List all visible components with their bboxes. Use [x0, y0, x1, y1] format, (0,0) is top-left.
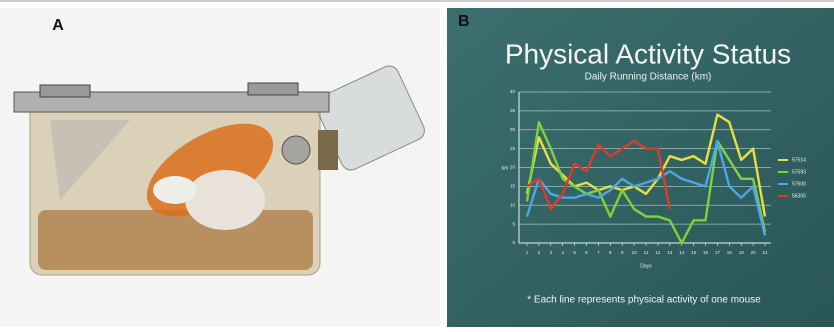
x-tick-label: 12 — [655, 250, 661, 255]
x-tick-label: 11 — [644, 250, 649, 255]
y-tick-label: 15 — [510, 184, 516, 189]
x-tick-label: 10 — [632, 250, 638, 255]
x-axis-label: Days — [640, 263, 652, 269]
x-tick-label: 16 — [703, 250, 709, 255]
x-tick-label: 21 — [762, 250, 768, 255]
legend-label: 57600 — [792, 181, 806, 187]
x-tick-label: 15 — [691, 250, 697, 255]
y-tick-label: 20 — [510, 165, 516, 170]
y-axis-label: km — [502, 165, 509, 171]
legend-label: 57593 — [792, 169, 806, 175]
legend-label: 56305 — [792, 193, 806, 199]
y-tick-label: 25 — [510, 146, 516, 151]
y-tick-label: 30 — [510, 127, 516, 132]
y-tick-label: 35 — [510, 108, 516, 113]
x-tick-label: 17 — [715, 250, 721, 255]
x-tick-label: 13 — [667, 250, 673, 255]
cage-photo — [0, 8, 440, 327]
footnote: * Each line represents physical activity… — [527, 295, 761, 306]
x-tick-label: 18 — [727, 250, 733, 255]
legend-label: 57514 — [792, 157, 806, 163]
panel-label: B — [458, 13, 470, 30]
chart-title: Physical Activity Status — [505, 38, 791, 69]
x-tick-label: 14 — [679, 250, 685, 255]
panel-label: A — [52, 17, 64, 34]
x-tick-label: 19 — [739, 250, 745, 255]
y-tick-label: 40 — [510, 89, 516, 94]
chart-subtitle: Daily Running Distance (km) — [585, 72, 712, 83]
x-tick-label: 20 — [751, 250, 757, 255]
figure: A B Physical Activity Status Daily Runni… — [0, 0, 834, 327]
y-tick-label: 10 — [510, 202, 516, 207]
